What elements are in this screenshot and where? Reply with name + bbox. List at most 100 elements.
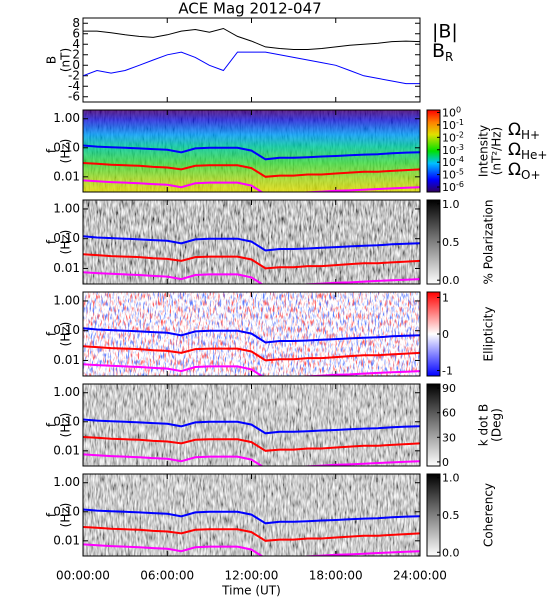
colorbar-label: (Deg): [490, 408, 504, 442]
legend-label: ΩH+: [508, 120, 540, 142]
colorbar-tick-label: 90: [442, 382, 456, 395]
colorbar-tick-label: 90: [442, 382, 456, 395]
y-tick-label: 0.10: [53, 231, 80, 245]
y-tick-label: 1.00: [53, 385, 80, 399]
colorbar-tick-label: 10: [442, 156, 456, 169]
colorbar-tick-label: 10-4: [442, 155, 464, 170]
y-tick-label: 0.01: [53, 169, 80, 183]
colorbar-tick-label: 1.0: [442, 472, 460, 485]
y-axis-label: f: [45, 239, 59, 244]
colorbar-tick-label: 0.0: [442, 546, 460, 559]
data-line: [83, 271, 420, 284]
plot-frame: [82, 17, 421, 103]
y-tick-label: -4: [68, 79, 80, 93]
y-axis-label: (nT): [59, 48, 73, 72]
colorbar-tick-label: 10-2: [442, 130, 464, 145]
legend-subscript: He+: [521, 148, 547, 162]
legend-label: Ω: [508, 140, 521, 160]
colorbar-label: Coherency: [482, 483, 496, 547]
colorbar-tick-exponent: 0: [456, 105, 461, 114]
plot-frame: [82, 199, 421, 285]
colorbar-tick-label: 0.5: [442, 509, 460, 522]
y-axis-label: (Hz): [59, 503, 73, 528]
y-tick-label: 0.01: [53, 533, 80, 547]
colorbar-label: % Polarization: [482, 200, 496, 285]
data-line: [83, 327, 420, 344]
colorbar-tick-label: 30: [442, 431, 456, 444]
colorbar-tick-label: 1.0: [442, 472, 460, 485]
y-tick-label: 0.10: [53, 414, 80, 428]
data-line: [83, 235, 420, 252]
colorbar-tick-label: 1.0: [442, 198, 460, 211]
legend-subscript: O+: [521, 168, 541, 182]
x-axis-label: Time (UT): [221, 584, 281, 598]
y-tick-label: 0.01: [53, 261, 80, 275]
y-tick-label: 4: [72, 37, 80, 51]
x-tick-label: 12:00:00: [225, 569, 279, 583]
y-tick-label: 6: [72, 26, 80, 40]
chart-title: ACE Mag 2012-047: [178, 0, 321, 18]
y-axis-label: (Hz): [59, 413, 73, 438]
colorbar-label: k dot B: [477, 404, 491, 446]
y-axis-label: f: [45, 331, 59, 336]
colorbar-tick-exponent: -6: [456, 180, 464, 189]
colorbar-label: Intensity: [477, 125, 491, 177]
y-tick-label: 1.00: [53, 201, 80, 215]
colorbar-tick-label: 1.0: [442, 198, 460, 211]
colorbar-tick-label: 1: [442, 291, 449, 304]
x-tick-label: 00:00:00: [56, 569, 110, 583]
y-tick-label: 0.01: [53, 443, 80, 457]
colorbar-tick-label: -1: [442, 365, 453, 378]
colorbar-tick-label: 0.0: [442, 546, 460, 559]
data-line: [83, 162, 420, 178]
x-tick-label: 24:00:00: [393, 569, 447, 583]
data-line: [83, 526, 420, 542]
legend-subscript: H+: [521, 128, 540, 142]
y-tick-label: 0.10: [53, 504, 80, 518]
colorbar-tick-label: 0: [442, 456, 449, 469]
colorbar-tick-label: 0.0: [442, 274, 460, 287]
y-axis-label: f: [45, 512, 59, 517]
data-line: [83, 27, 420, 50]
colorbar-tick-exponent: -4: [456, 155, 464, 164]
x-tick-label: 18:00:00: [309, 569, 363, 583]
plot-frame: [82, 383, 421, 467]
colorbar-tick-label: 60: [442, 407, 456, 420]
data-line: [83, 363, 420, 376]
y-tick-label: -6: [68, 89, 80, 103]
y-axis-label: (Hz): [59, 322, 73, 347]
colorbar-tick-label: 0.5: [442, 236, 460, 249]
data-line: [83, 508, 420, 525]
data-line: [83, 345, 420, 362]
y-tick-label: 0.10: [53, 323, 80, 337]
colorbar-tick-label: 10-5: [442, 167, 464, 182]
colorbar-tick-label: 10: [442, 119, 456, 132]
legend-label: Ω: [508, 160, 521, 180]
colorbar: [426, 109, 441, 193]
colorbar-tick-label: 10: [442, 181, 456, 194]
colorbar-tick-label: 0: [442, 456, 449, 469]
colorbar-tick-exponent: -3: [456, 142, 464, 151]
colorbar-tick-label: 0.0: [442, 274, 460, 287]
colorbar-tick-label: 60: [442, 407, 456, 420]
y-axis-label: (Hz): [59, 230, 73, 255]
y-tick-label: 1.00: [53, 111, 80, 125]
legend-subscript: R: [445, 50, 453, 64]
data-line: [83, 253, 420, 270]
legend-label: ΩHe+: [508, 140, 547, 162]
colorbar-tick-label: 0.5: [442, 236, 460, 249]
data-line: [83, 51, 420, 85]
data-line: [83, 436, 420, 452]
colorbar-tick-label: -1: [442, 365, 453, 378]
y-tick-label: 8: [72, 16, 80, 30]
y-axis-label: (Hz): [59, 139, 73, 164]
y-tick-label: 1.00: [53, 293, 80, 307]
y-tick-label: 1.00: [53, 475, 80, 489]
data-line: [83, 418, 420, 435]
colorbar-tick-label: 0.5: [442, 509, 460, 522]
legend-label: |B|: [432, 21, 458, 43]
colorbar-tick-label: 0: [442, 328, 449, 341]
colorbar-tick-exponent: -2: [456, 130, 464, 139]
colorbar-tick-label: 10: [442, 106, 456, 119]
